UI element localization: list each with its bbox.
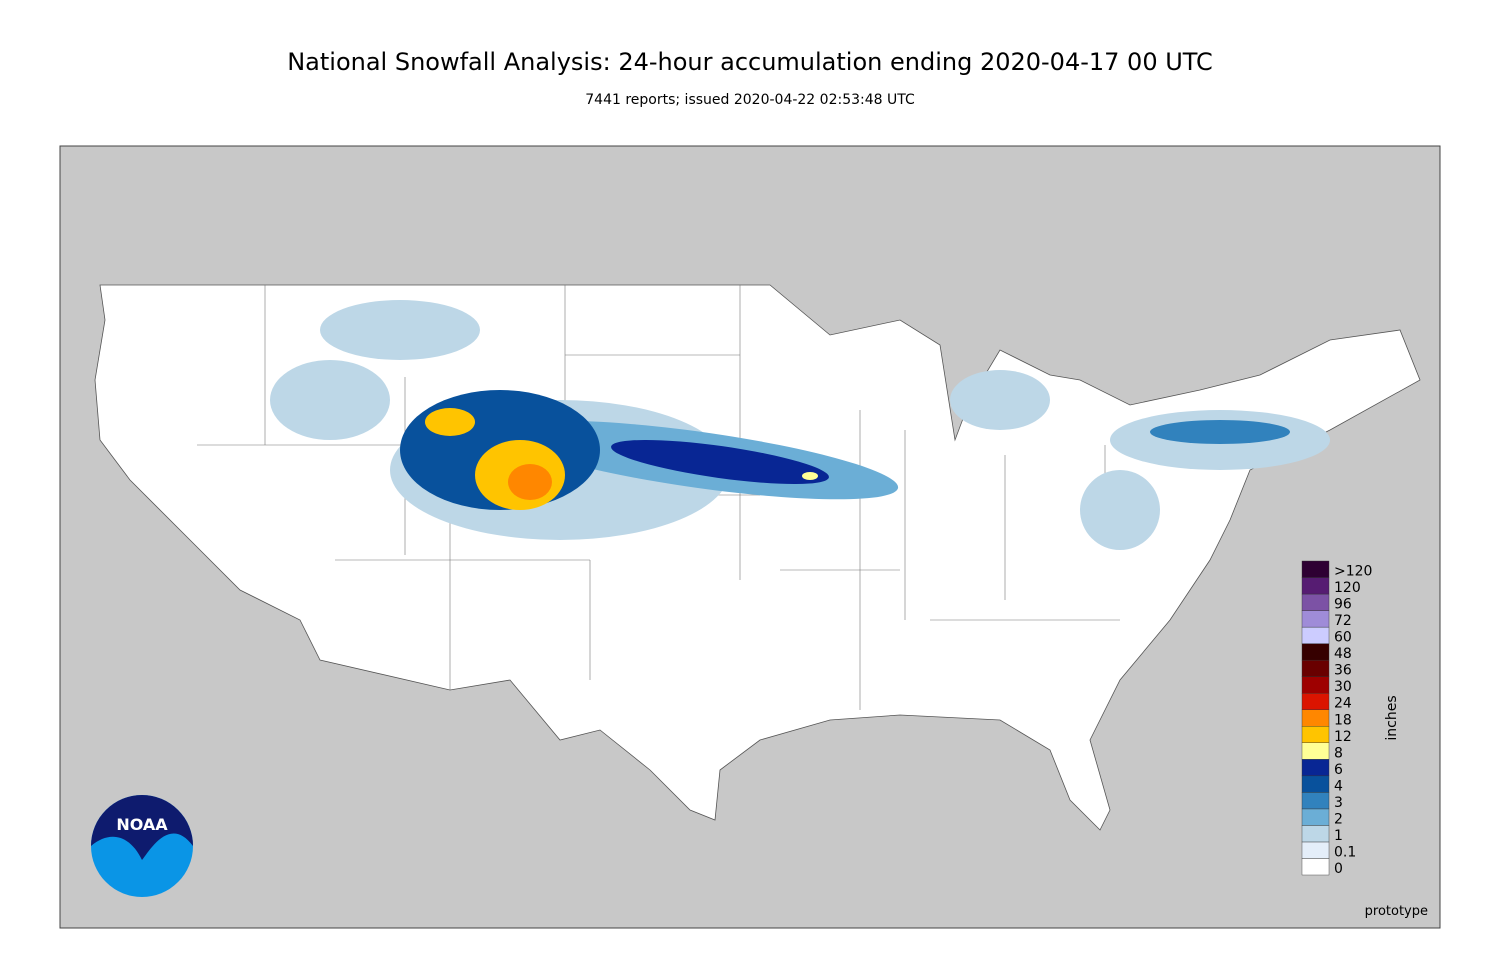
colorbar-swatch (1301, 709, 1330, 727)
snowfall (270, 300, 1330, 550)
colorbar-tick-label: 2 (1334, 811, 1343, 827)
subtitle: 7441 reports; issued 2020-04-22 02:53:48… (585, 92, 915, 108)
colorbar-swatch (1301, 759, 1330, 777)
colorbar-swatch (1301, 626, 1330, 644)
colorbar-tick-label: 48 (1334, 646, 1352, 662)
colorbar-swatch (1301, 726, 1330, 743)
logo-text: NOAA (116, 815, 168, 834)
colorbar-tick-label: 0 (1334, 861, 1343, 877)
colorbar-swatch (1301, 693, 1330, 710)
colorbar-swatch (1301, 858, 1330, 876)
colorbar-tick-label: 30 (1334, 679, 1352, 695)
colorbar-swatch (1301, 593, 1330, 611)
note: prototype (1365, 904, 1428, 919)
colorbar-tick-label: 120 (1334, 580, 1361, 596)
colorbar-tick-label: 1 (1334, 828, 1343, 844)
colorbar-swatch (1301, 792, 1330, 810)
colorbar-tick-label: >120 (1334, 564, 1372, 580)
colorbar-tick-label: 24 (1334, 696, 1352, 712)
colorbar-tick-label: 60 (1334, 630, 1352, 646)
colorbar-tick-label: 3 (1334, 795, 1343, 811)
colorbar-swatch (1301, 775, 1330, 793)
colorbar-swatch (1301, 808, 1330, 826)
colorbar-tick-label: 8 (1334, 745, 1343, 761)
colorbar-swatch (1301, 577, 1330, 595)
colorbar-tick-label: 96 (1334, 597, 1352, 613)
colorbar-swatch (1301, 610, 1330, 628)
colorbar-tick-label: 12 (1334, 729, 1352, 745)
colorbar-tick-label: 72 (1334, 613, 1352, 629)
colorbar-swatch (1301, 825, 1330, 843)
colorbar-tick-label: 18 (1334, 712, 1352, 728)
colorbar-swatch (1301, 560, 1330, 578)
title: National Snowfall Analysis: 24-hour accu… (287, 48, 1213, 76)
colorbar-swatch (1301, 659, 1330, 677)
colorbar-swatch (1301, 742, 1330, 760)
colorbar-tick-label: 6 (1334, 762, 1343, 778)
noaa-logo: NOAA (91, 795, 193, 897)
colorbar-tick-label: 0.1 (1334, 844, 1356, 860)
colorbar-tick-label: 36 (1334, 663, 1352, 679)
map (59, 145, 1441, 929)
colorbar-tick-label: 4 (1334, 778, 1343, 794)
colorbar-swatch (1301, 643, 1330, 661)
colorbar-swatch (1301, 841, 1330, 859)
colorbar-label: inches (1384, 695, 1400, 740)
colorbar-swatch (1301, 676, 1330, 694)
